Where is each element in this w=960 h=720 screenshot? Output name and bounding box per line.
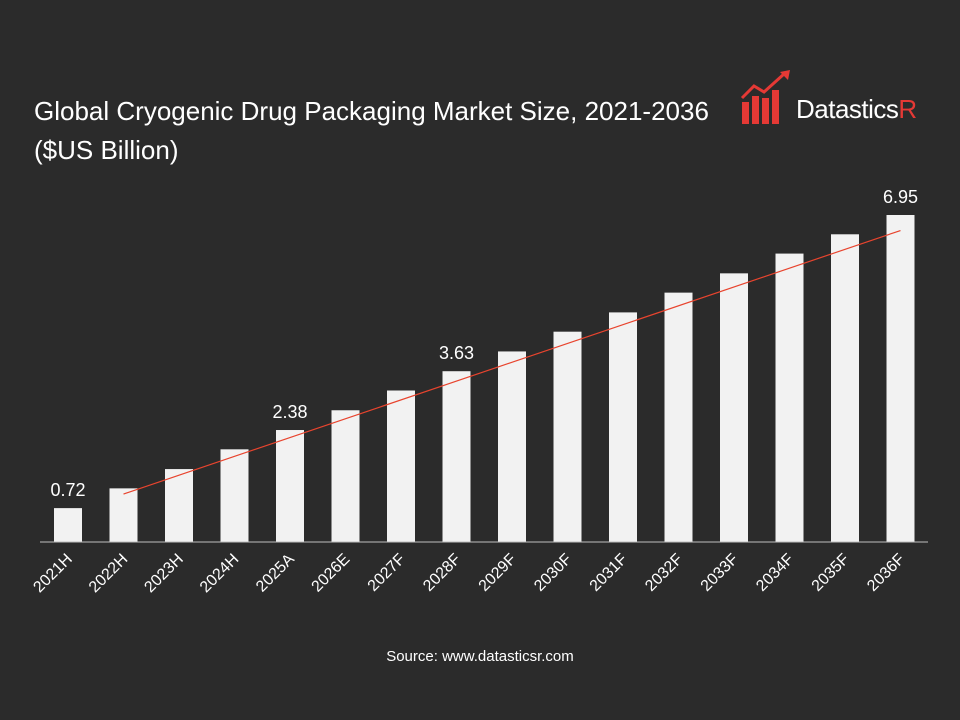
datasticsr-logo: DatasticsR (738, 68, 938, 128)
x-tick-label: 2023H (141, 551, 186, 596)
x-tick-label: 2030F (531, 551, 575, 595)
x-tick-label: 2034F (753, 551, 797, 595)
trend-line (123, 229, 901, 495)
bar-2030F (553, 331, 582, 542)
bar-2027F (387, 390, 415, 542)
bar-2034F (775, 253, 804, 542)
logo-brand-main: Datastics (796, 94, 899, 124)
bar-2024H (220, 449, 249, 542)
logo-wordmark: DatasticsR (796, 94, 917, 125)
x-tick-label: 2033F (698, 551, 742, 595)
bar-2022H (109, 488, 138, 542)
bar-2021H (54, 508, 82, 542)
x-tick-label: 2021H (30, 551, 75, 596)
bar-2023H (165, 469, 193, 542)
x-tick-label: 2024H (197, 551, 242, 596)
bar-2029F (498, 351, 526, 542)
bar-2036F (886, 215, 915, 542)
x-tick-label: 2025A (253, 551, 298, 596)
logo-brand-accent: R (898, 94, 917, 124)
growth-chart-icon (740, 70, 790, 124)
bar-2031F (609, 312, 637, 542)
x-tick-label: 2026E (309, 551, 354, 596)
bar-2025A (276, 430, 304, 542)
bar-2028F (442, 371, 471, 542)
data-label: 3.63 (439, 343, 474, 363)
data-label: 0.72 (50, 480, 85, 500)
x-tick-label: 2031F (587, 551, 631, 595)
bar-2032F (664, 292, 693, 542)
source-note: Source: www.datasticsr.com (386, 648, 574, 665)
bar-2035F (831, 234, 859, 542)
bar-2026E (331, 410, 360, 542)
bar-2033F (720, 273, 748, 542)
x-tick-label: 2035F (809, 551, 853, 595)
x-tick-label: 2027F (365, 551, 409, 595)
data-label: 6.95 (883, 187, 918, 207)
x-tick-label: 2036F (864, 551, 908, 595)
x-tick-label: 2029F (476, 551, 520, 595)
chart-title: Global Cryogenic Drug Packaging Market S… (34, 96, 709, 165)
x-tick-label: 2022H (86, 551, 131, 596)
x-tick-label: 2028F (420, 551, 464, 595)
data-label: 2.38 (272, 402, 307, 422)
x-tick-label: 2032F (642, 551, 686, 595)
